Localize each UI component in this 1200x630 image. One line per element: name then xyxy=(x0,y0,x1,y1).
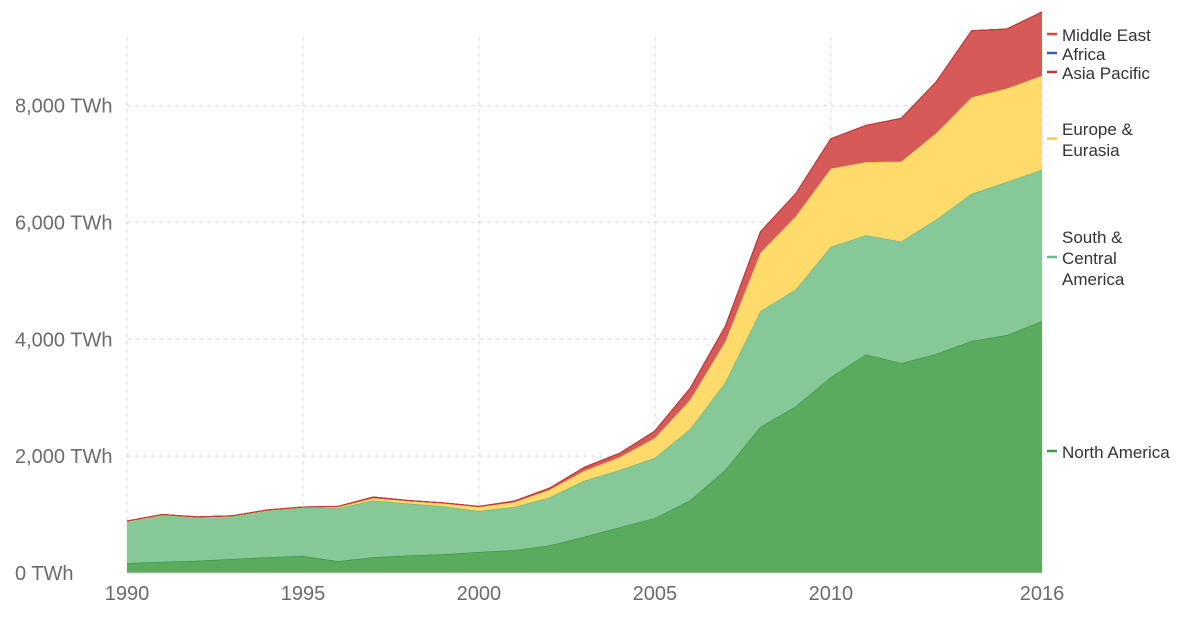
legend-item-north-america[interactable]: North America xyxy=(1047,443,1170,462)
legend-label: Eurasia xyxy=(1062,141,1120,160)
line-middle-east xyxy=(126,11,1043,522)
y-tick-label: 2,000 TWh xyxy=(15,446,112,468)
legend-label: Europe & xyxy=(1062,120,1134,139)
x-tick-label: 2005 xyxy=(633,583,678,605)
legend-label: Central xyxy=(1062,249,1117,268)
area-asia-pacific[interactable] xyxy=(127,12,1042,522)
y-tick-label: 0 TWh xyxy=(15,563,74,585)
legend-label: South & xyxy=(1062,228,1123,247)
y-tick-label: 8,000 TWh xyxy=(15,96,112,118)
legend-label: Middle East xyxy=(1062,26,1151,45)
x-tick-label: 2000 xyxy=(457,583,502,605)
y-tick-label: 6,000 TWh xyxy=(15,212,112,234)
axis-layer: 0 TWh 2,000 TWh 4,000 TWh 6,000 TWh 8,000 TW… xyxy=(15,96,1064,606)
area-layer xyxy=(126,11,1043,573)
area-south-central-america[interactable] xyxy=(127,169,1042,564)
legend-label: Africa xyxy=(1062,45,1106,64)
area-europe-eurasia[interactable] xyxy=(127,75,1042,522)
legend-item-europe-eurasia[interactable]: Europe & Eurasia xyxy=(1047,120,1134,160)
area-north-america[interactable] xyxy=(127,321,1042,573)
legend-label: Asia Pacific xyxy=(1062,64,1150,83)
legend-item-asia-pacific[interactable]: Asia Pacific xyxy=(1047,64,1150,83)
legend-item-south-central-america[interactable]: South & Central America xyxy=(1047,228,1125,289)
x-tick-label: 2016 xyxy=(1020,583,1065,605)
legend-label: North America xyxy=(1062,443,1170,462)
legend-item-middle-east[interactable]: Middle East xyxy=(1047,26,1151,45)
x-tick-label: 1995 xyxy=(281,583,326,605)
x-tick-label: 1990 xyxy=(105,583,150,605)
y-tick-label: 4,000 TWh xyxy=(15,329,112,351)
legend-item-africa[interactable]: Africa xyxy=(1047,45,1106,64)
x-tick-label: 2010 xyxy=(809,583,854,605)
legend-label: America xyxy=(1062,270,1125,289)
grid-layer xyxy=(126,37,1043,573)
